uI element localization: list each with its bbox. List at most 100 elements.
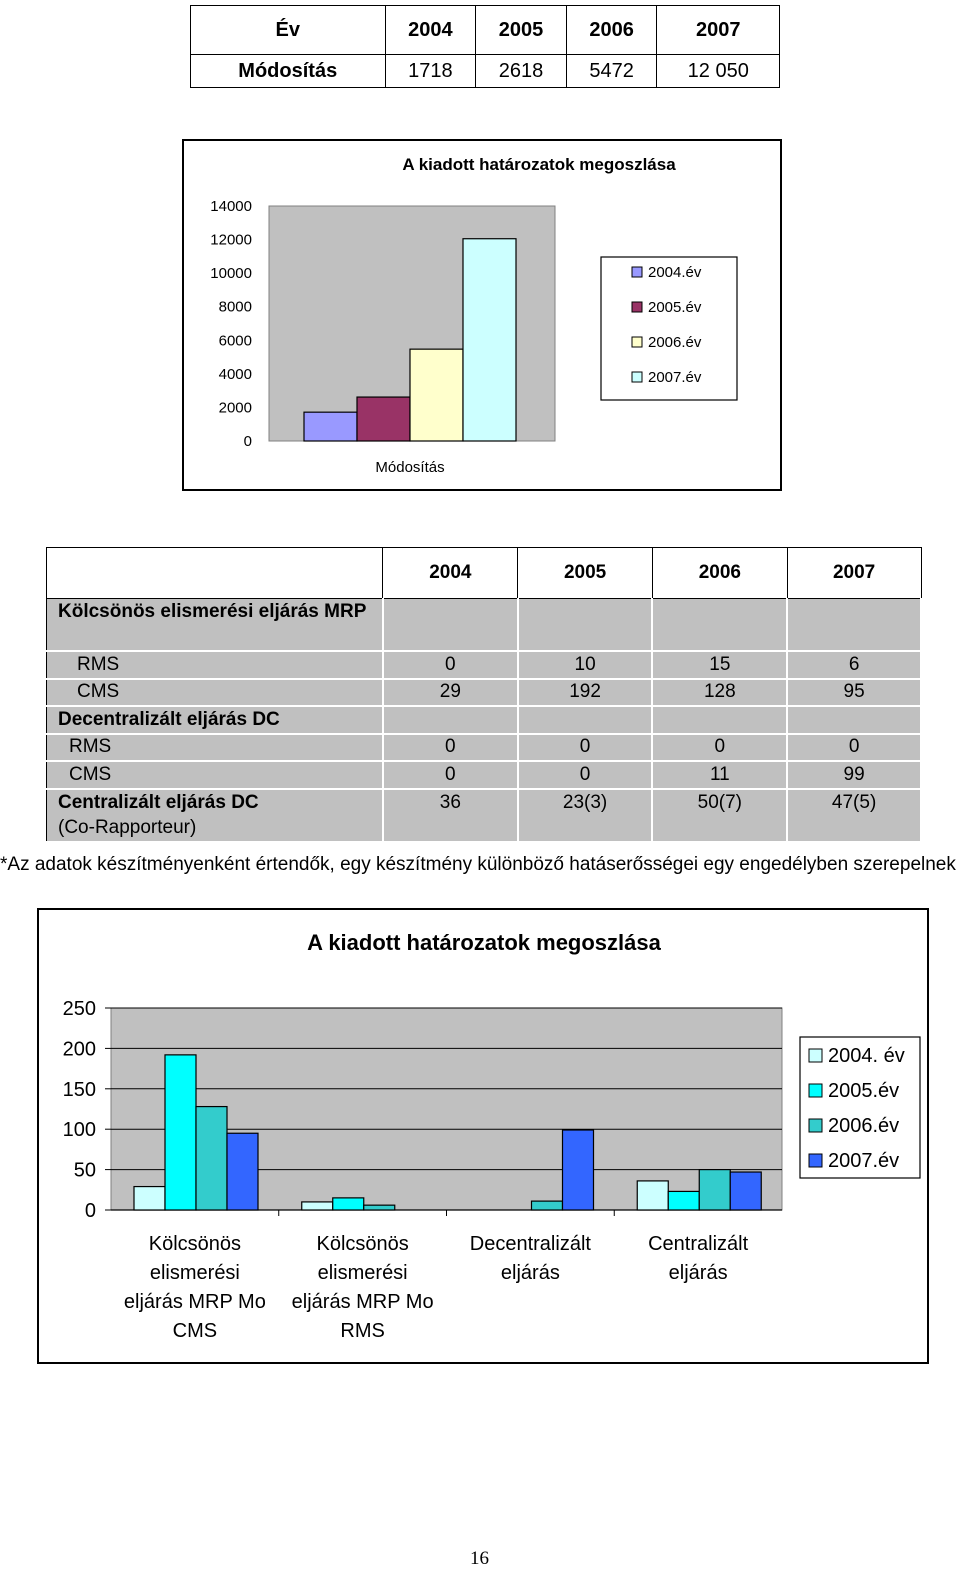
y-tick-label: 10000: [210, 265, 252, 282]
table-row: Centralizált eljárás DC (Co-Rapporteur) 36…: [45, 788, 922, 843]
table-row: Decentralizált eljárás DC: [45, 706, 922, 735]
table-cell: 0: [382, 761, 519, 790]
y-tick-label: 50: [74, 1160, 96, 1182]
table-row: CMS 0 0 11 99: [45, 761, 922, 790]
y-tick-label: 14000: [210, 198, 252, 215]
table-header-cell: Év: [190, 5, 386, 55]
modification-bar-chart: A kiadott határozatok megoszlása 0 2000 400…: [210, 155, 738, 476]
table-row: Kölcsönös elismerési eljárás MRP: [45, 598, 922, 652]
distribution-chart-frame: A kiadott határozatok megoszlása 0 50 100 15…: [37, 908, 929, 1364]
x-tick-label: eljárás MRP Mo: [292, 1291, 434, 1313]
y-tick-label: 8000: [219, 299, 252, 316]
y-tick-label: 250: [63, 998, 96, 1020]
legend-label: 2005.év: [828, 1080, 899, 1102]
table-cell: 11: [652, 761, 789, 790]
row-label: CMS: [45, 678, 384, 707]
legend-label: 2007.év: [828, 1150, 899, 1172]
row-label: Kölcsönös elismerési eljárás MRP: [45, 598, 384, 652]
y-tick-label: 0: [244, 433, 252, 450]
x-tick-label: CMS: [173, 1320, 217, 1342]
y-tick-label: 6000: [219, 332, 252, 349]
table-cell: 5472: [565, 54, 658, 88]
x-tick-label: Módosítás: [375, 459, 444, 476]
row-label-subtext: (Co-Rapporteur): [58, 816, 197, 838]
table-cell: 192: [517, 678, 654, 707]
x-tick-label: elismerési: [318, 1262, 408, 1284]
table-cell: 95: [787, 678, 922, 707]
bar: [530, 1200, 564, 1211]
table-cell: 0: [382, 651, 519, 680]
bar: [301, 1201, 334, 1211]
bar: [226, 1132, 259, 1211]
x-tick-label: elismerési: [150, 1262, 240, 1284]
bar: [133, 1185, 166, 1211]
legend-box: [600, 256, 738, 401]
bar: [332, 1197, 365, 1211]
x-tick-label: Kölcsönös: [149, 1233, 241, 1255]
bar: [195, 1105, 228, 1211]
row-label: RMS: [45, 733, 384, 762]
bar: [729, 1171, 762, 1211]
bar: [356, 396, 411, 442]
table-cell: [517, 598, 654, 652]
table-cell: Módosítás: [190, 54, 386, 88]
x-tick-label: Decentralizált: [470, 1233, 592, 1255]
bar: [462, 238, 517, 442]
legend-label: 2006.év: [828, 1115, 899, 1137]
distribution-bar-chart: A kiadott határozatok megoszlása 0 50 100 15…: [63, 930, 921, 1342]
table-cell: 1718: [384, 54, 477, 88]
table-cell: [382, 706, 519, 735]
table-cell: [787, 706, 922, 735]
table-header-cell: 2005: [517, 547, 653, 599]
y-tick-label: 0: [85, 1200, 96, 1222]
x-tick-label: RMS: [340, 1320, 384, 1342]
chart-title: A kiadott határozatok megoszlása: [402, 155, 676, 174]
table-cell: 15: [652, 651, 789, 680]
legend-label: 2005.év: [648, 299, 702, 316]
table-cell: 2618: [475, 54, 567, 88]
table-cell: 10: [517, 651, 654, 680]
legend-label: 2004.év: [648, 264, 702, 281]
y-tick-label: 2000: [219, 399, 252, 416]
table-cell: 0: [517, 761, 654, 790]
table-cell: 12 050: [656, 54, 780, 88]
x-tick-label: eljárás MRP Mo: [124, 1291, 266, 1313]
table-header-cell: 2004: [382, 547, 519, 599]
table-cell: 36: [382, 788, 519, 843]
modification-chart-frame: A kiadott határozatok megoszlása 0 2000 400…: [182, 139, 782, 491]
table-row: RMS 0 10 15 6: [45, 651, 922, 680]
table-cell: 128: [652, 678, 789, 707]
legend-swatch: [631, 336, 643, 348]
bar: [409, 348, 464, 442]
table-header-cell: 2006: [651, 547, 788, 599]
row-label: Decentralizált eljárás DC: [45, 706, 384, 735]
row-label-text: Kölcsönös elismerési eljárás MRP: [58, 601, 367, 622]
table-header-cell: 2007: [786, 547, 922, 599]
y-tick-label: 4000: [219, 366, 252, 383]
table-cell: [517, 706, 654, 735]
table-row: RMS 0 0 0 0: [45, 733, 922, 762]
row-label: RMS: [45, 651, 384, 680]
table-cell: 29: [382, 678, 519, 707]
table-header-cell: 2004: [384, 5, 477, 55]
table-header-cell: 2006: [565, 5, 658, 55]
y-tick-label: 200: [63, 1038, 96, 1060]
table-cell: [382, 598, 519, 652]
table-cell: 0: [517, 733, 654, 762]
table-cell: 6: [787, 651, 922, 680]
row-label: Centralizált eljárás DC (Co-Rapporteur): [45, 788, 384, 843]
x-tick-label: Kölcsönös: [316, 1233, 408, 1255]
legend-swatch: [808, 1118, 823, 1133]
table-cell: [652, 598, 789, 652]
legend-label: 2004. év: [828, 1045, 905, 1067]
legend-swatch: [631, 301, 643, 313]
x-tick-label: Centralizált: [648, 1233, 748, 1255]
table-cell: 0: [382, 733, 519, 762]
table-header-cell: 2005: [475, 5, 567, 55]
table-header-row: 2004 2005 2006 2007: [45, 547, 922, 599]
table-header-row: Év 2004 2005 2006 2007: [190, 5, 780, 55]
table-cell: 23(3): [517, 788, 654, 843]
legend-label: 2007.év: [648, 369, 702, 386]
bar: [561, 1129, 595, 1211]
table-cell: 50(7): [652, 788, 789, 843]
